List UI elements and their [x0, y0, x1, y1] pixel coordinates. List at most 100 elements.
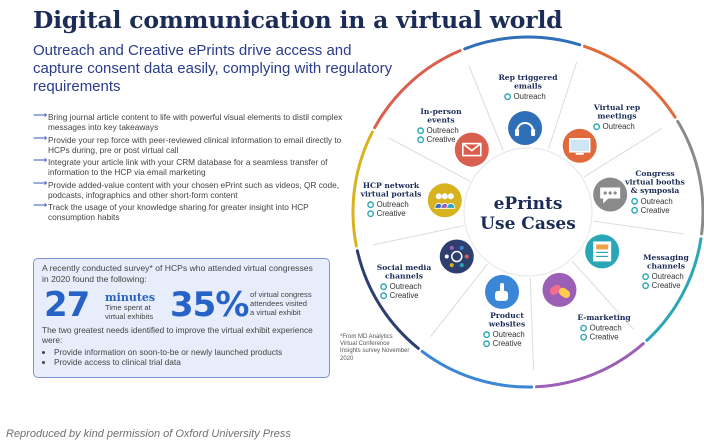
- wheel-divider: [593, 220, 685, 235]
- use-case-option: Outreach: [390, 282, 422, 291]
- network-icon-node: [464, 254, 469, 259]
- survey-intro: A recently conducted survey* of HCPs who…: [42, 263, 313, 284]
- use-case-title: Congress: [635, 169, 674, 178]
- wheel-arc: [351, 130, 374, 248]
- survey-box: A recently conducted survey* of HCPs who…: [33, 258, 330, 378]
- network-icon-node: [459, 245, 464, 250]
- option-dot-icon: [380, 283, 387, 291]
- wheel-divider: [529, 277, 535, 370]
- use-case-option: Creative: [590, 333, 619, 342]
- use-case-title: virtual booths: [624, 178, 685, 187]
- benefit-text: Bring journal article content to life wi…: [48, 112, 343, 132]
- needs-item: Provide access to clinical trial data: [54, 357, 322, 367]
- monitor-icon-screen: [568, 138, 591, 153]
- tap-hand-icon-palm: [495, 290, 509, 301]
- newsletter-icon-header: [596, 244, 609, 250]
- use-case-title: channels: [385, 272, 423, 281]
- use-case-icon-circle: [508, 111, 543, 146]
- wheel-arc: [420, 349, 534, 389]
- use-case-option: Outreach: [590, 324, 622, 333]
- arrow-right-icon: ⟶: [33, 110, 48, 121]
- use-case-title: emails: [514, 82, 542, 91]
- use-case-title: E-marketing: [577, 313, 631, 322]
- benefit-item: ⟶ Provide added-value content with your c…: [33, 177, 353, 200]
- email-icon-flap: [462, 142, 482, 152]
- wheel-divider: [571, 260, 635, 330]
- wheel-divider: [547, 61, 578, 150]
- option-dot-icon: [642, 273, 649, 281]
- network-icon-hub: [451, 250, 463, 263]
- monitor-icon-stand: [575, 152, 584, 155]
- email-icon-body: [461, 142, 482, 157]
- option-dot-icon: [380, 292, 387, 300]
- wheel-center: [463, 147, 593, 277]
- wheel-divider: [468, 65, 504, 151]
- use-case-title: & symposia: [631, 186, 680, 195]
- benefit-text: Provide added-value content with your ch…: [48, 179, 340, 200]
- use-case-title: HCP network: [363, 181, 420, 190]
- use-case-title: channels: [647, 262, 685, 271]
- use-case-title: Social media: [377, 263, 432, 272]
- arrow-right-icon: ⟶: [33, 177, 48, 189]
- use-case-option: Outreach: [493, 330, 525, 339]
- people-icon-head: [447, 193, 454, 200]
- option-dot-icon: [580, 324, 587, 332]
- option-dot-icon: [631, 197, 638, 205]
- pills-icon-capsule: [558, 287, 571, 299]
- use-case-title: Product: [490, 311, 524, 320]
- wheel-arc: [373, 49, 462, 130]
- use-case-title: meetings: [597, 112, 636, 121]
- arrow-right-icon: ⟶: [33, 132, 48, 144]
- use-case-option: Creative: [390, 291, 419, 300]
- permission-credit: Reproduced by kind permission of Oxford …: [6, 428, 291, 440]
- network-icon-node: [444, 254, 449, 259]
- use-case-option: Outreach: [514, 92, 546, 101]
- wheel-divider: [583, 127, 663, 178]
- use-case-icon-circle: [439, 239, 474, 274]
- survey-footnote: *From MD Analytics Virtual Conference In…: [340, 334, 410, 362]
- headset-icon-ear: [531, 129, 536, 137]
- wheel-arc: [463, 35, 582, 51]
- needs-intro: The two greatest needs identified to imp…: [42, 325, 313, 345]
- use-case-option: Outreach: [377, 200, 409, 209]
- use-case-title: In-person: [420, 107, 462, 116]
- wheel-divider: [373, 225, 464, 246]
- option-dot-icon: [642, 282, 649, 290]
- people-icon-head: [441, 193, 448, 200]
- wheel-arc: [676, 119, 704, 236]
- headset-icon-band: [516, 122, 535, 132]
- option-dot-icon: [631, 206, 638, 214]
- benefit-list: ⟶ Bring journal article content to life w…: [33, 110, 353, 225]
- wheel-arc: [535, 342, 645, 389]
- use-case-option: Creative: [377, 209, 406, 218]
- stat-minutes-desc-2: virtual exhibits: [105, 312, 154, 321]
- stat-percent-number: 35%: [170, 285, 249, 325]
- arrow-right-icon: ⟶: [33, 200, 48, 211]
- benefit-item: ⟶ Track the usage of your knowledge shari…: [33, 200, 353, 223]
- people-icon-head: [435, 193, 442, 200]
- use-case-option: Outreach: [603, 122, 635, 131]
- option-dot-icon: [483, 340, 490, 348]
- chat-bubble-icon-dot: [608, 191, 612, 195]
- chat-bubble-icon-dot: [603, 191, 607, 195]
- stat-minutes-desc-1: Time spent at: [105, 303, 151, 312]
- network-icon-node: [449, 245, 454, 250]
- option-dot-icon: [593, 123, 600, 131]
- arrow-right-icon: ⟶: [33, 155, 48, 166]
- option-dot-icon: [417, 127, 424, 135]
- benefit-item: ⟶ Provide your rep force with peer-review…: [33, 132, 353, 155]
- use-case-title: events: [427, 116, 454, 125]
- wheel-arc: [582, 44, 677, 119]
- option-dot-icon: [417, 136, 424, 144]
- use-case-title: Virtual rep: [593, 103, 640, 112]
- benefit-text: Provide your rep force with peer-reviewe…: [48, 134, 342, 155]
- use-case-title: Rep triggered: [498, 73, 558, 82]
- needs-item: Provide information on soon-to-be or new…: [54, 347, 322, 357]
- option-dot-icon: [367, 201, 374, 209]
- use-case-option: Outreach: [641, 197, 673, 206]
- stat-percent-desc-3: a virtual exhibit: [250, 308, 301, 317]
- survey-needs: The two greatest needs identified to imp…: [42, 325, 322, 367]
- use-case-option: Creative: [427, 135, 456, 144]
- stat-percent: 35% of virtual congress attendees visite…: [170, 285, 312, 325]
- needs-list: Provide information on soon-to-be or new…: [42, 347, 322, 367]
